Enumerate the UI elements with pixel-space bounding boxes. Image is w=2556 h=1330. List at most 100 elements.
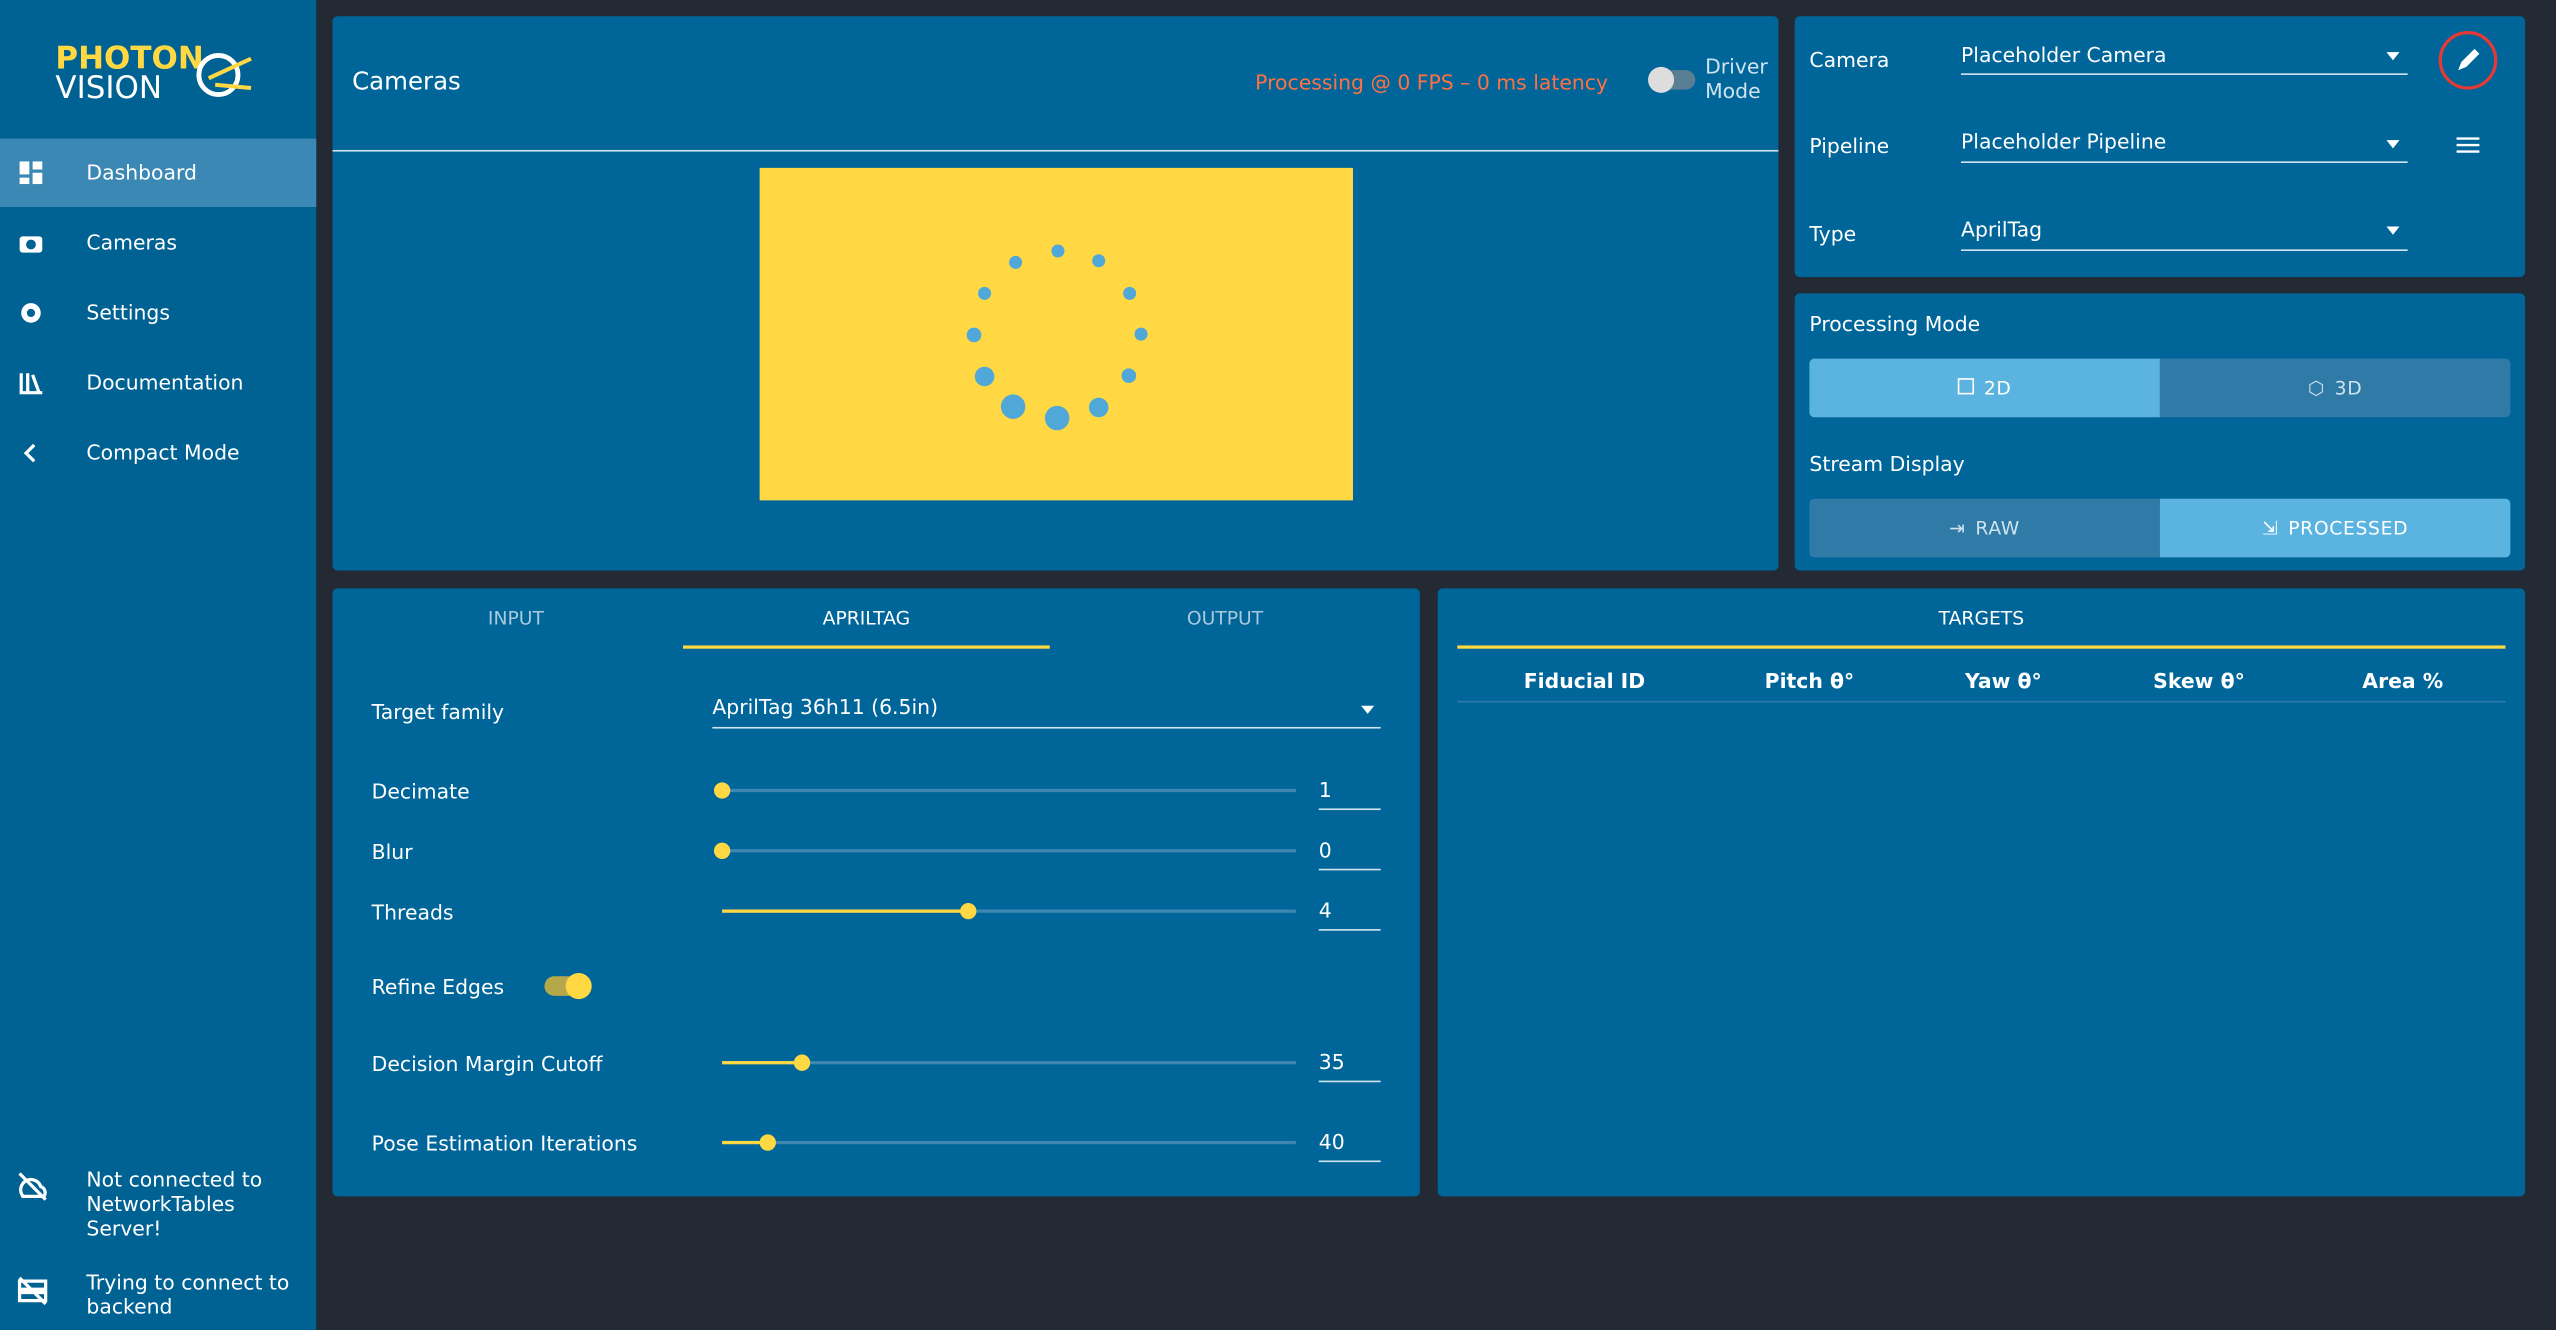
mode-label: 2D: [1983, 376, 2012, 400]
slider-track: [722, 849, 1296, 853]
nav-item[interactable]: Documentation: [0, 349, 316, 417]
cameras-card: Cameras Processing @ 0 FPS – 0 ms latenc…: [332, 16, 1779, 571]
slider-thumb[interactable]: [793, 1054, 811, 1071]
nav-label: Compact Mode: [86, 440, 240, 465]
slider-thumb[interactable]: [713, 782, 731, 799]
tab-indicator: [683, 645, 1050, 649]
select-caret: [1361, 705, 1375, 714]
nav-label: Cameras: [86, 229, 177, 255]
nav-item[interactable]: Settings: [0, 279, 316, 347]
setting-label: Refine Edges: [371, 974, 505, 1000]
select-underline: [1961, 73, 2408, 75]
refine-edges-switch[interactable]: [544, 973, 592, 1000]
nav-label: Documentation: [86, 369, 244, 395]
tab[interactable]: APRILTAG: [822, 606, 911, 630]
stream-button[interactable]: ⇲ PROCESSED: [2159, 498, 2511, 558]
header-divider: [1457, 700, 2506, 703]
column-header: Skew θ°: [2153, 668, 2245, 693]
slider-track: [722, 1061, 1296, 1065]
slider-fill: [722, 1061, 803, 1065]
select-caret: [2386, 140, 2400, 149]
field-label: Type: [1809, 221, 1857, 247]
slider-value[interactable]: 35: [1318, 1050, 1381, 1083]
select-value[interactable]: AprilTag 36h11 (6.5in): [712, 694, 939, 719]
slider-fill: [722, 1140, 768, 1145]
select-caret: [2386, 226, 2400, 235]
section-label: Processing Mode: [1809, 311, 1981, 336]
stream-label: PROCESSED: [2288, 516, 2409, 540]
slider-value[interactable]: 4: [1318, 898, 1381, 931]
slider-thumb[interactable]: [960, 902, 977, 920]
nav-icon: [19, 161, 43, 185]
targets-card: TARGETS Fiducial ID Pitch θ° Yaw θ° Skew…: [1437, 588, 2526, 1197]
select-underline: [1961, 161, 2408, 163]
section-label: Stream Display: [1809, 451, 1965, 476]
tab-indicator: [1457, 645, 2506, 649]
tab[interactable]: OUTPUT: [1186, 606, 1264, 630]
nav-icon: [21, 303, 41, 323]
setting-label: Pose Estimation Iterations: [371, 1131, 638, 1156]
slider-track: [722, 1140, 1296, 1145]
status-icon: [17, 1276, 48, 1306]
nav-item[interactable]: Dashboard: [0, 138, 317, 207]
slider-value[interactable]: 1: [1318, 777, 1381, 811]
select-underline: [712, 726, 1381, 729]
setting-label: Target family: [371, 699, 505, 724]
settings-card: INPUT APRILTAG OUTPUT Target family Apri…: [332, 588, 1420, 1197]
edit-button[interactable]: [2437, 29, 2499, 91]
status-text: Not connected to NetworkTables Server!: [86, 1167, 263, 1241]
stream-view: [759, 167, 1353, 501]
nav-item[interactable]: Compact Mode: [0, 419, 316, 487]
status-text: Trying to connect to backend: [86, 1269, 290, 1319]
menu-button[interactable]: [2455, 135, 2481, 155]
select-value[interactable]: AprilTag: [1961, 216, 2043, 242]
select-value[interactable]: Placeholder Pipeline: [1961, 128, 2167, 154]
nav-icon: [23, 443, 36, 463]
field-label: Camera: [1809, 47, 1890, 72]
setting-label: Threads: [371, 899, 454, 925]
setting-label: Decimate: [371, 779, 470, 804]
select-caret: [2386, 52, 2400, 61]
slider-thumb[interactable]: [713, 842, 731, 859]
column-header: Area %: [2362, 668, 2444, 693]
card-title: Cameras: [352, 66, 461, 97]
sidebar: PHOTON VISION Dashboard Cameras Settings…: [0, 0, 317, 1330]
nav-item[interactable]: Cameras: [0, 209, 316, 277]
slider-thumb[interactable]: [759, 1134, 776, 1151]
slider-fill: [722, 909, 969, 913]
field-label: Pipeline: [1809, 133, 1890, 159]
mode-button[interactable]: 2D: [1809, 358, 2160, 418]
driver-mode-switch[interactable]: [1648, 66, 1696, 93]
select-value[interactable]: Placeholder Camera: [1961, 42, 2167, 67]
slider-value[interactable]: 0: [1318, 838, 1381, 871]
targets-title: TARGETS: [1938, 606, 2025, 630]
nav-label: Dashboard: [86, 159, 197, 185]
logo-icon: [196, 52, 252, 97]
tab[interactable]: INPUT: [487, 606, 544, 630]
processing-status: Processing @ 0 FPS – 0 ms latency: [1255, 70, 1609, 95]
nav-icon: [19, 373, 43, 395]
stream-label: RAW: [1975, 516, 2020, 540]
config-card: Camera Placeholder Camera Pipeline Place…: [1794, 16, 2526, 278]
divider: [332, 149, 1779, 152]
nav-label: Settings: [86, 299, 170, 325]
setting-label: Decision Margin Cutoff: [371, 1051, 603, 1076]
slider-value[interactable]: 40: [1318, 1130, 1381, 1163]
slider-track: [722, 909, 1296, 913]
logo-top: PHOTON: [55, 40, 204, 77]
select-underline: [1961, 249, 2408, 252]
column-header: Pitch θ°: [1764, 668, 1855, 693]
mode-button[interactable]: ⬡ 3D: [2159, 358, 2511, 418]
modes-card: Processing Mode 2D ⬡ 3D Stream Display ⇥ R…: [1794, 293, 2526, 571]
logo-bottom: VISION: [55, 70, 163, 106]
nav-icon: [19, 236, 43, 253]
mode-label: 3D: [2334, 376, 2363, 400]
column-header: Fiducial ID: [1523, 668, 1646, 693]
column-header: Yaw θ°: [1965, 668, 2042, 693]
stream-button[interactable]: ⇥ RAW: [1809, 498, 2160, 558]
driver-mode-label: Driver Mode: [1705, 53, 1768, 103]
setting-label: Blur: [371, 839, 413, 864]
status-icon: [18, 1172, 47, 1201]
